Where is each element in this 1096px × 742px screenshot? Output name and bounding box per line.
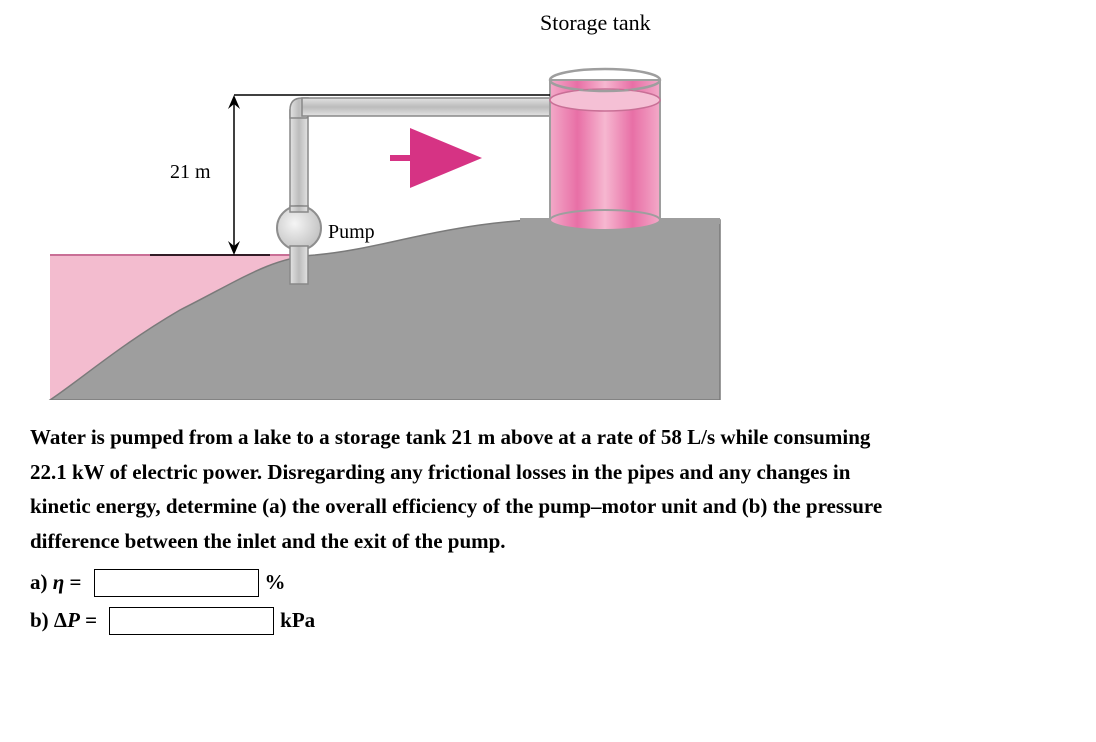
diagram-svg: 21 m Pump Storage tank [20, 0, 820, 400]
pump-label: Pump [328, 221, 375, 243]
problem-text: Water is pumped from a lake to a storage… [30, 420, 890, 559]
figure-area: 21 m Pump Storage tank [20, 0, 820, 400]
answer-row-a: a) η = % [30, 569, 1066, 597]
answer-a-label: a) η = [30, 570, 82, 595]
answer-b-input[interactable] [109, 607, 274, 635]
answer-row-b: b) ΔP = kPa [30, 607, 1066, 635]
tank-bottom [550, 210, 660, 230]
answer-b-label: b) ΔP = [30, 608, 97, 633]
answers-block: a) η = % b) ΔP = kPa [30, 569, 1066, 635]
tank-title: Storage tank [540, 10, 651, 35]
height-label: 21 m [170, 161, 211, 183]
answer-a-input[interactable] [94, 569, 259, 597]
pipe-horizontal [302, 98, 552, 116]
pump-outlet-stub [290, 206, 308, 212]
answer-b-unit: kPa [280, 608, 315, 633]
pump-inlet [290, 246, 308, 284]
answer-a-unit: % [265, 570, 286, 595]
